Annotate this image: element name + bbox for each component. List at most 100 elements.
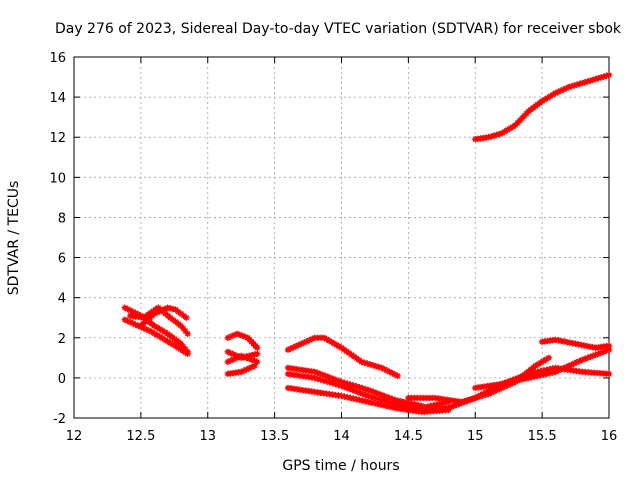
data-point [587, 77, 594, 84]
data-point [528, 374, 535, 381]
data-point [537, 368, 544, 375]
data-point [525, 370, 532, 378]
series-track-n [418, 364, 613, 414]
data-point [366, 361, 374, 368]
data-point [314, 369, 321, 377]
x-tick-label: 14 [333, 429, 350, 444]
data-point [358, 358, 365, 366]
data-point [560, 365, 567, 372]
y-tick-label: 8 [58, 211, 66, 226]
y-axis-label: SDTVAR / TECUs [6, 181, 22, 296]
data-point [552, 89, 559, 97]
data-point [516, 376, 524, 384]
data-point [167, 314, 174, 321]
data-point [254, 350, 261, 358]
data-point [357, 389, 364, 397]
grid-lines [74, 57, 609, 418]
data-point [488, 133, 495, 140]
data-point [129, 320, 137, 327]
y-tick-label: 10 [49, 171, 66, 186]
data-point [542, 356, 550, 363]
data-point [592, 75, 599, 83]
data-point [388, 399, 396, 407]
data-point [368, 393, 375, 401]
data-point [386, 394, 393, 402]
data-point [373, 400, 381, 408]
data-point [365, 392, 372, 400]
data-point [251, 357, 258, 365]
data-point [512, 121, 519, 129]
data-point [240, 367, 248, 374]
data-point [325, 337, 333, 344]
data-point [254, 358, 261, 366]
data-point [537, 372, 544, 379]
data-point [230, 331, 238, 339]
data-point [485, 134, 492, 141]
data-point [290, 344, 297, 351]
data-point [534, 361, 542, 368]
data-point [552, 368, 559, 376]
data-point [303, 338, 310, 345]
data-point [372, 362, 380, 370]
data-point [323, 336, 330, 343]
y-tick-label: 4 [58, 292, 66, 307]
data-point [391, 371, 399, 378]
data-point [490, 388, 498, 395]
data-point [161, 305, 169, 313]
data-point [534, 372, 541, 380]
series-track-e [224, 330, 261, 352]
data-point [370, 400, 378, 407]
data-point [458, 399, 466, 407]
data-point [563, 85, 570, 92]
data-point [224, 348, 232, 356]
x-tick-label: 15.5 [528, 429, 557, 444]
series-track-g [224, 352, 261, 366]
data-point [350, 395, 357, 402]
data-point [493, 387, 500, 394]
data-point [549, 91, 557, 98]
data-point [576, 80, 583, 88]
data-point [379, 397, 387, 404]
data-point [161, 328, 169, 336]
data-point [251, 362, 258, 370]
data-point [595, 350, 602, 358]
data-point [603, 347, 610, 355]
data-point [543, 370, 550, 378]
data-point [488, 386, 495, 393]
data-point [324, 373, 332, 381]
data-point [172, 343, 179, 350]
data-point [151, 322, 158, 329]
data-point [493, 131, 500, 139]
data-point [447, 403, 455, 411]
data-point [554, 367, 562, 374]
data-point [571, 82, 578, 89]
data-point [153, 309, 161, 316]
data-point [522, 371, 530, 379]
data-point [571, 360, 578, 367]
data-point [528, 370, 535, 377]
data-point [229, 351, 237, 358]
x-tick-label: 14.5 [394, 429, 423, 444]
data-point [382, 402, 390, 410]
data-point [369, 362, 377, 369]
x-tick-label: 12.5 [126, 429, 155, 444]
data-point [126, 318, 134, 326]
data-point [496, 130, 503, 138]
data-point [546, 365, 553, 373]
data-point [521, 112, 528, 120]
data-point [306, 336, 313, 344]
data-point [341, 379, 348, 386]
data-point [148, 328, 155, 335]
data-point [320, 377, 327, 384]
data-point [532, 362, 539, 370]
data-point [520, 372, 527, 380]
data-point [243, 354, 250, 362]
data-point [514, 119, 521, 127]
data-point [338, 392, 345, 400]
data-point [156, 308, 163, 315]
data-point [319, 371, 326, 379]
series-track-o [472, 346, 613, 392]
data-point [474, 393, 482, 400]
y-tick-label: 0 [58, 372, 66, 387]
data-point [381, 365, 388, 373]
